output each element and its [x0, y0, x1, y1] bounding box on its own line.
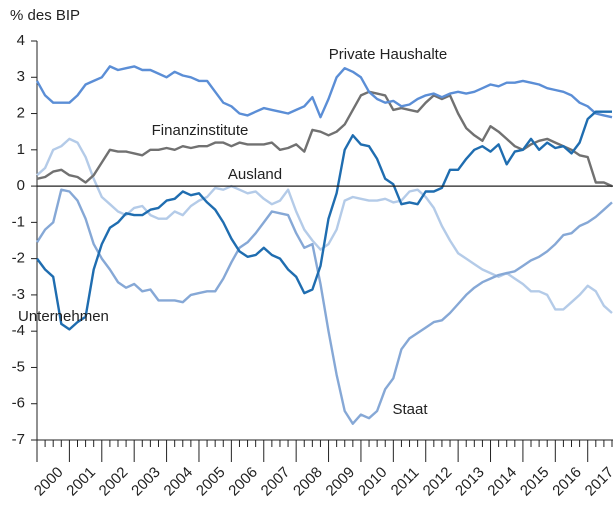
y-tick-label: 2 [17, 105, 25, 122]
y-axis-label: % des BIP [10, 7, 80, 24]
x-tick-label: 2017 [582, 464, 613, 500]
x-tick-label: 2009 [323, 464, 359, 500]
x-tick-label: 2002 [96, 464, 132, 500]
x-tick-label: 2012 [420, 464, 456, 500]
series-line [36, 90, 613, 188]
x-tick-label: 2013 [452, 464, 488, 500]
y-tick-label: -3 [12, 286, 25, 303]
x-tick-label: 2008 [290, 464, 326, 500]
y-tick-label: -7 [12, 431, 25, 448]
series-label: Unternehmen [18, 308, 109, 325]
series-label: Staat [392, 401, 428, 418]
x-tick-label: 2015 [517, 464, 553, 500]
y-tick-label: -6 [12, 395, 25, 412]
x-tick-label: 2011 [388, 464, 423, 499]
series-label: Ausland [228, 166, 282, 183]
y-tick-label: -1 [12, 213, 25, 230]
x-tick-label: 2005 [193, 464, 229, 500]
y-tick-label: 4 [17, 32, 25, 49]
x-tick-label: 2003 [128, 464, 164, 500]
x-tick-label: 2010 [355, 464, 391, 500]
y-tick-label: -2 [12, 250, 25, 267]
y-tick-label: 0 [17, 177, 25, 194]
x-tick-label: 2000 [31, 464, 67, 500]
series-label: Private Haushalte [329, 46, 447, 63]
y-tick-label: -5 [12, 358, 25, 375]
x-tick-label: 2004 [161, 464, 197, 500]
series-line [36, 110, 612, 331]
x-tick-label: 2016 [549, 464, 585, 500]
x-tick-label: 2006 [225, 464, 261, 500]
y-tick-label: 1 [17, 141, 25, 158]
y-tick-label: 3 [17, 68, 25, 85]
x-tick-label: 2014 [484, 464, 520, 500]
series-label: Finanzinstitute [152, 122, 249, 139]
series-line [35, 188, 613, 425]
y-tick-label: -4 [12, 322, 25, 339]
series-line [35, 65, 613, 119]
x-tick-label: 2001 [63, 464, 99, 500]
x-tick-label: 2007 [258, 464, 294, 500]
